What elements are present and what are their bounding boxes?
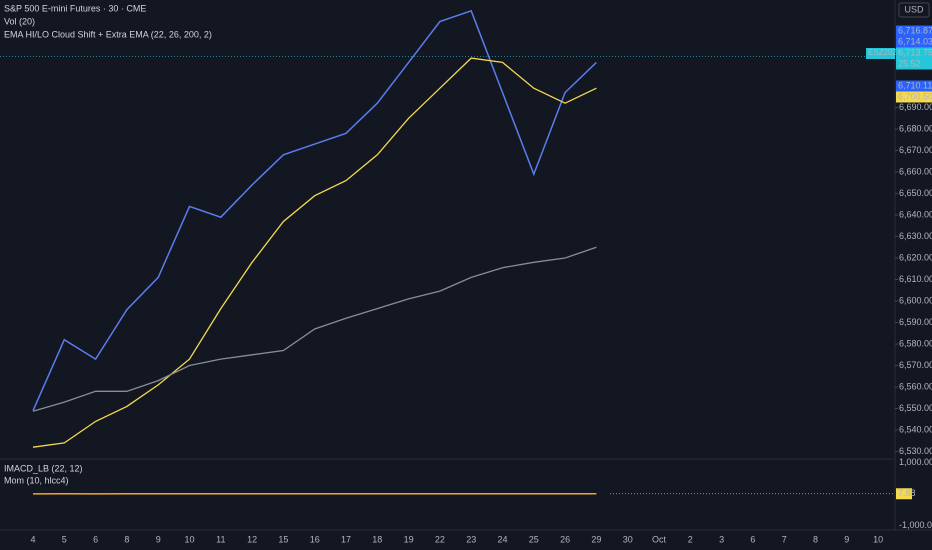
x-tick-label: 6 <box>750 534 755 544</box>
y-tick-label: 6,630.00 <box>899 231 932 241</box>
x-tick-label: 15 <box>278 534 288 544</box>
y-tick-label: 6,540.00 <box>899 424 932 434</box>
y-tick-label: 6,620.00 <box>899 252 932 262</box>
currency-button[interactable] <box>898 2 930 18</box>
value-label-box <box>896 488 912 500</box>
y-tick-label: 6,600.00 <box>899 295 932 305</box>
x-tick-label: 6 <box>93 534 98 544</box>
price-label-box <box>896 91 932 103</box>
y-tick-label: 6,550.00 <box>899 403 932 413</box>
x-tick-label: 22 <box>435 534 445 544</box>
x-tick-label: 5 <box>62 534 67 544</box>
price-label-box <box>896 80 932 92</box>
y-tick-label: -1,000.00 <box>899 520 932 530</box>
chart-title: S&P 500 E-mini Futures · 30 · CME <box>4 3 146 13</box>
x-tick-label: 2 <box>688 534 693 544</box>
currency[interactable]: USD <box>904 4 924 14</box>
x-tick-label: 10 <box>184 534 194 544</box>
y-tick-label: 6,590.00 <box>899 317 932 327</box>
y-tick-label: 6,610.00 <box>899 274 932 284</box>
series-line <box>32 9 597 412</box>
x-tick-label: 24 <box>497 534 507 544</box>
y-tick-label: 6,670.00 <box>899 145 932 155</box>
countdown-box <box>896 58 932 70</box>
x-tick-label: 16 <box>310 534 320 544</box>
symbol-label: ESZ2025 <box>868 48 902 57</box>
x-tick-label: 26 <box>560 534 570 544</box>
indicator-label: EMA HI/LO Cloud Shift + Extra EMA (22, 2… <box>4 29 212 39</box>
y-tick-label: 6,640.00 <box>899 209 932 219</box>
x-tick-label: 25 <box>529 534 539 544</box>
indicator-label: IMACD_LB (22, 12) <box>4 463 83 473</box>
x-tick-label: 17 <box>341 534 351 544</box>
y-tick-label: 6,530.00 <box>899 446 932 456</box>
y-tick-label: 1,000.00 <box>899 457 932 467</box>
series-line <box>32 246 597 412</box>
value-label: 7.88 <box>898 488 916 498</box>
indicator-label: Mom (10, hlcc4) <box>4 475 69 485</box>
y-tick-label: 6,570.00 <box>899 360 932 370</box>
x-tick-label: 9 <box>844 534 849 544</box>
x-tick-label: 4 <box>30 534 35 544</box>
x-tick-label: 29 <box>591 534 601 544</box>
symbol-tag <box>866 48 895 59</box>
x-tick-label: 8 <box>124 534 129 544</box>
y-tick-label: 6,680.00 <box>899 123 932 133</box>
x-tick-label: 18 <box>372 534 382 544</box>
y-tick-label: 6,660.00 <box>899 166 932 176</box>
price-label-box <box>896 25 932 37</box>
price-label-box <box>896 47 932 59</box>
x-tick-label: 30 <box>623 534 633 544</box>
price-label-box <box>896 36 932 48</box>
price-label: 6,714.03 <box>898 36 932 46</box>
x-tick-label: 9 <box>156 534 161 544</box>
x-tick-label: 10 <box>873 534 883 544</box>
countdown: 25:52 <box>898 58 921 68</box>
series-line <box>32 57 597 448</box>
price-label: 6,700.50 <box>898 91 932 101</box>
y-tick-label: 6,690.00 <box>899 102 932 112</box>
x-tick-label: 12 <box>247 534 257 544</box>
x-tick-label: 19 <box>404 534 414 544</box>
x-tick-label: 23 <box>466 534 476 544</box>
x-tick-label: 11 <box>216 534 225 544</box>
indicator-label: Vol (20) <box>4 16 35 26</box>
y-tick-label: 6,580.00 <box>899 338 932 348</box>
y-tick-label: 6,560.00 <box>899 381 932 391</box>
price-label: 6,713.75 <box>898 47 932 57</box>
x-tick-label: 7 <box>782 534 787 544</box>
price-label: 6,716.87 <box>898 25 932 35</box>
x-tick-label: 3 <box>719 534 724 544</box>
price-label: 6,710.11 <box>898 80 932 90</box>
x-tick-label: Oct <box>652 534 667 544</box>
y-tick-label: 6,650.00 <box>899 188 932 198</box>
x-tick-label: 8 <box>813 534 818 544</box>
